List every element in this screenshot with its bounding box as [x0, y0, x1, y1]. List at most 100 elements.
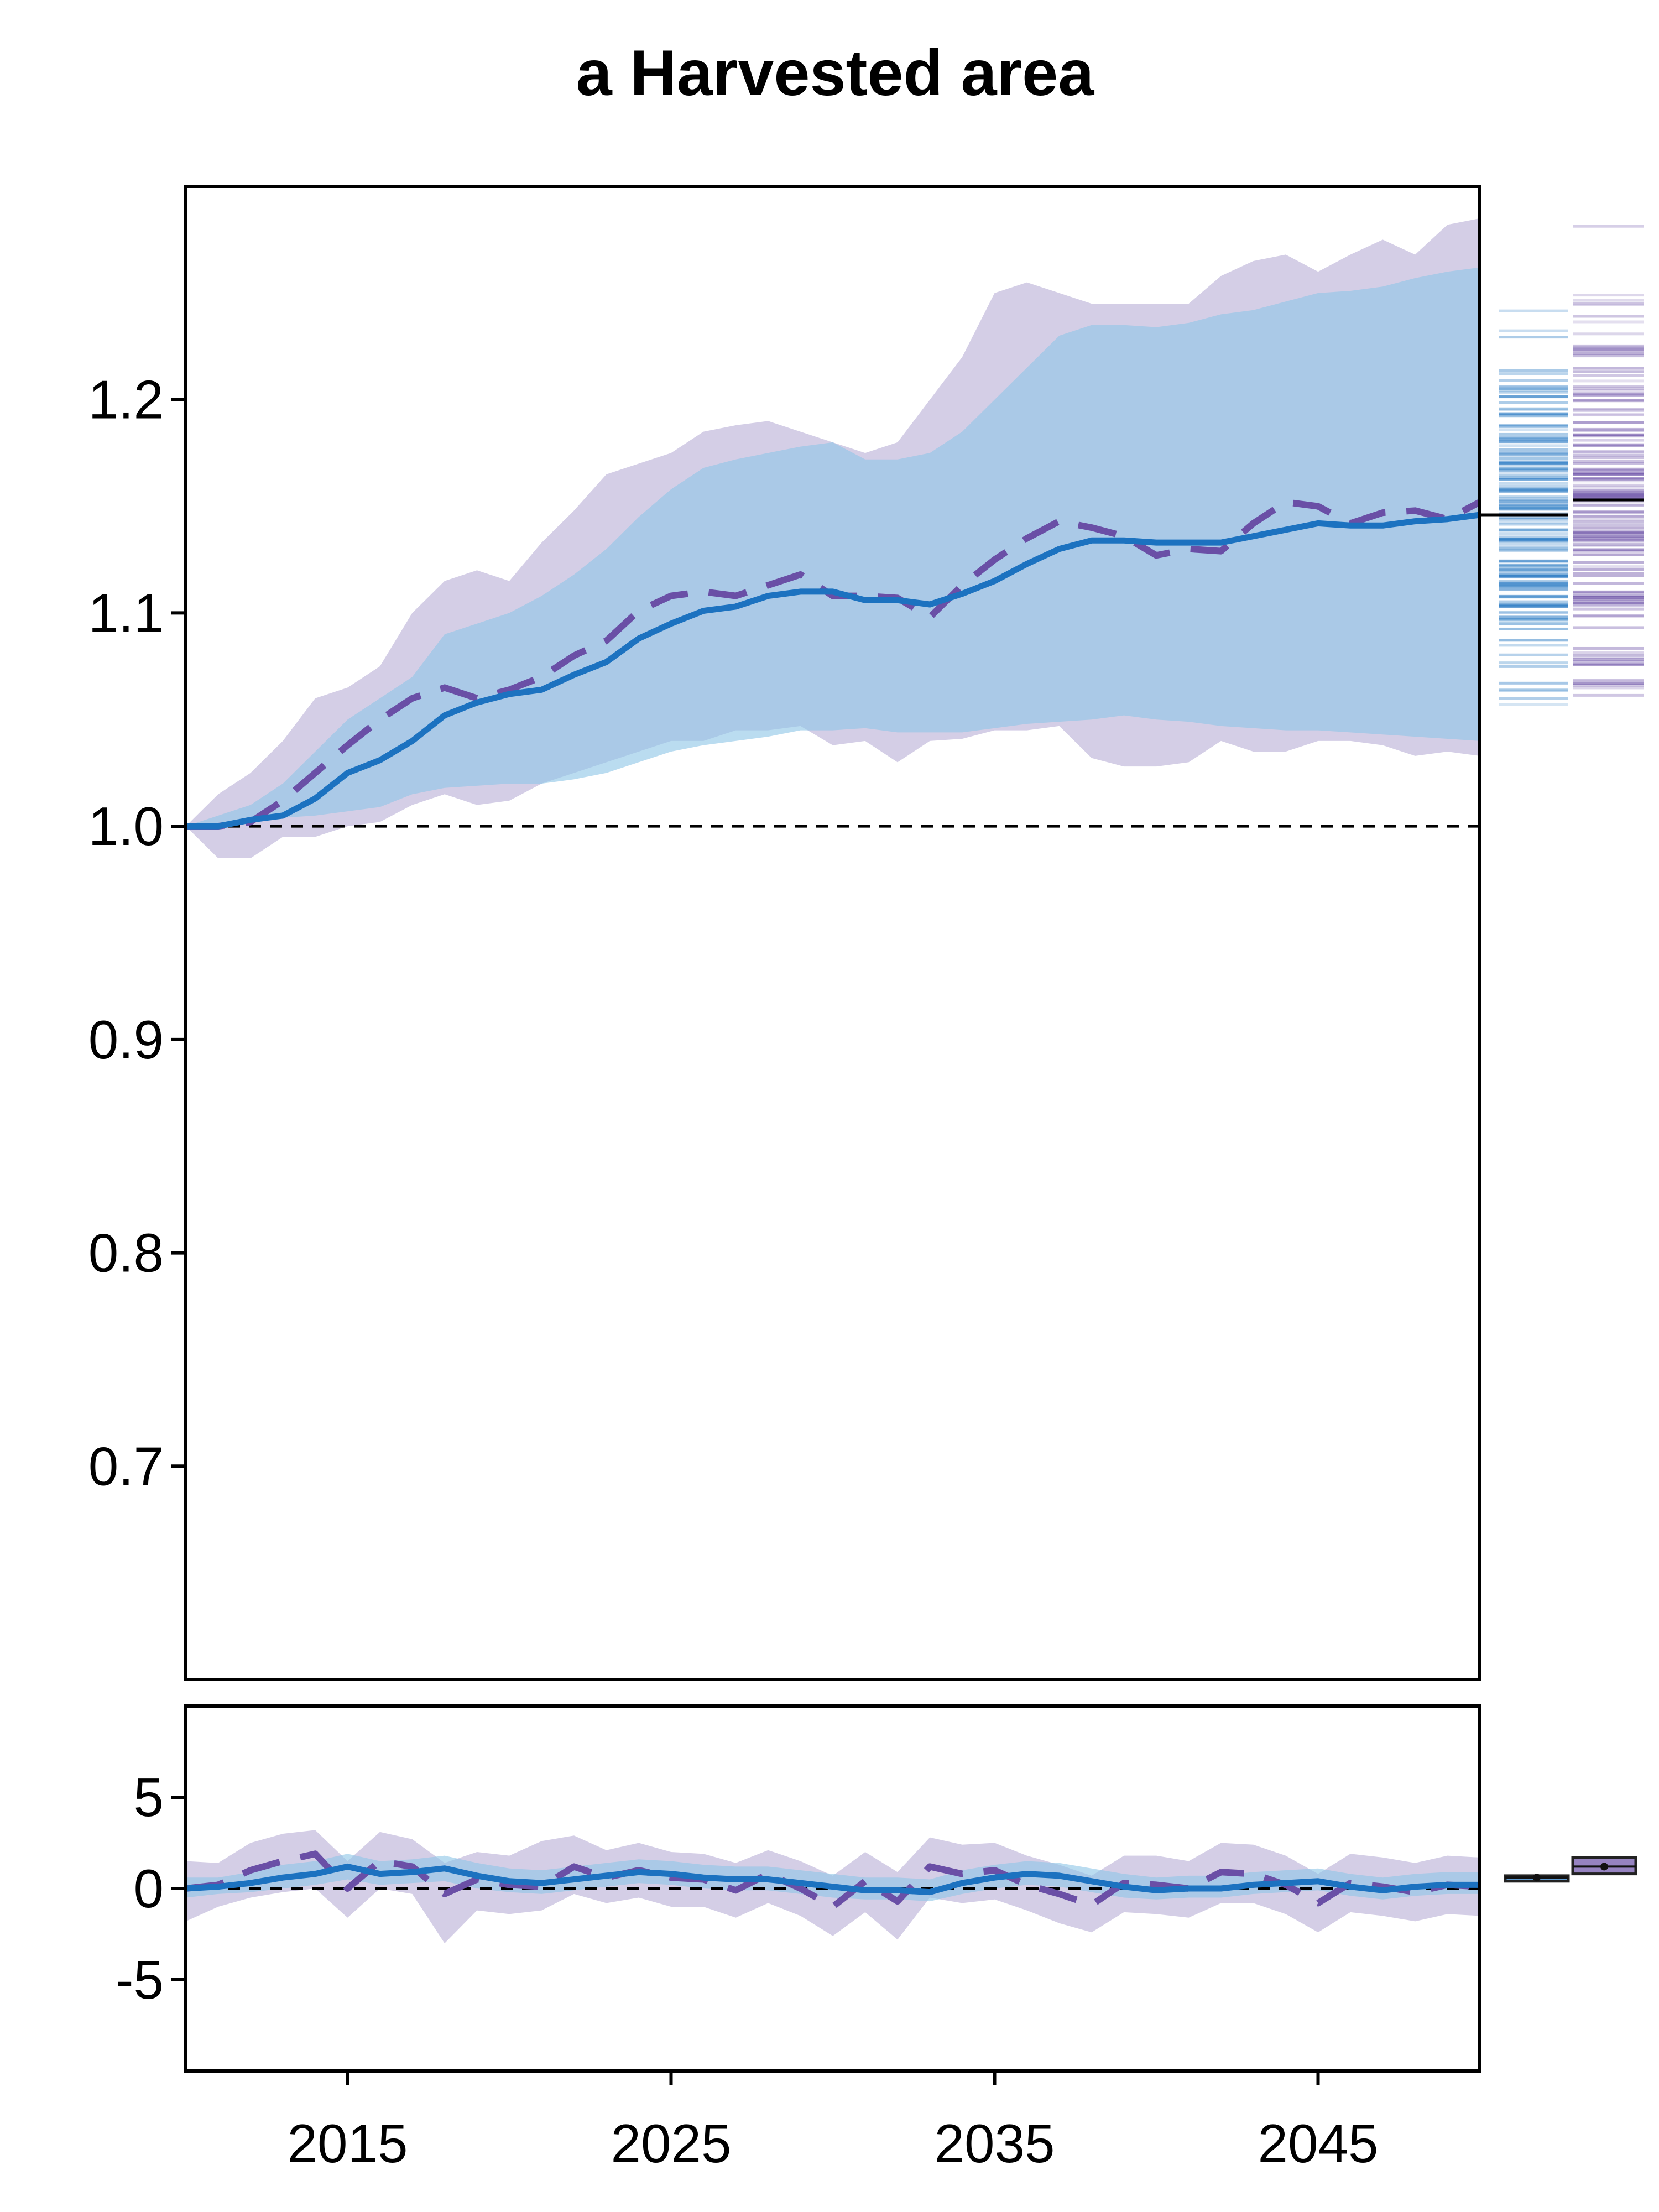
side-strip-solid	[1499, 605, 1568, 608]
side-strip-solid	[1499, 532, 1568, 535]
side-strip-dashed	[1573, 658, 1644, 661]
side-strip-dashed	[1573, 479, 1644, 483]
side-strip-solid	[1499, 535, 1568, 539]
side-strip-solid	[1499, 478, 1568, 481]
side-strip-solid	[1499, 603, 1568, 606]
side-strip-dashed	[1573, 496, 1644, 499]
side-strip-solid	[1499, 688, 1568, 691]
side-strip-dashed	[1573, 599, 1644, 603]
side-strip-dashed	[1573, 344, 1644, 347]
xtick-label: 2045	[1258, 2113, 1378, 2174]
side-strip-dashed	[1573, 553, 1644, 556]
side-strip-dashed	[1573, 473, 1644, 476]
side-strip-solid	[1499, 476, 1568, 479]
side-strip-solid	[1499, 583, 1568, 587]
bottom-ytick-label: -5	[116, 1949, 164, 2010]
side-strip-solid	[1499, 697, 1568, 700]
side-strip-dashed	[1573, 599, 1644, 603]
side-strip-solid	[1499, 488, 1568, 491]
side-strip-dashed	[1573, 349, 1644, 352]
side-strip-dashed	[1573, 389, 1644, 392]
side-strip-solid	[1499, 594, 1568, 598]
side-strip-solid	[1499, 460, 1568, 463]
side-strip-dashed	[1573, 503, 1644, 507]
side-strip-solid	[1499, 507, 1568, 510]
side-strip-dashed	[1573, 444, 1644, 447]
side-strip-solid	[1499, 477, 1568, 481]
side-strip-solid	[1499, 507, 1568, 510]
side-strip-solid	[1499, 388, 1568, 392]
side-strip-dashed	[1573, 601, 1644, 604]
top-y-axis: 0.7 0.8 0.9 1.0 1.1 1.2	[88, 369, 186, 1496]
side-strip-solid	[1499, 444, 1568, 447]
chart-title: a Harvested area	[576, 36, 1095, 109]
side-strip-dashed	[1573, 568, 1644, 571]
side-strip-dashed	[1573, 374, 1644, 377]
side-strip-solid	[1499, 576, 1568, 579]
side-strip-dashed	[1573, 662, 1644, 666]
side-strip-dashed	[1573, 561, 1644, 564]
side-strip-dashed	[1573, 409, 1644, 413]
top-ytick-label: 0.7	[88, 1436, 164, 1496]
side-strip-solid	[1499, 489, 1568, 493]
side-strip-dashed	[1573, 489, 1644, 492]
side-strip-dashed	[1573, 468, 1644, 472]
side-strip-solid	[1499, 580, 1568, 583]
side-strip-solid	[1499, 622, 1568, 625]
side-strip-solid	[1499, 329, 1568, 332]
side-strip-dashed	[1573, 520, 1644, 523]
top-ytick-label: 0.9	[88, 1009, 164, 1070]
side-strip-dashed	[1573, 684, 1644, 687]
side-strip-dashed	[1573, 686, 1644, 690]
side-strip-solid	[1499, 618, 1568, 621]
side-strip-dashed	[1573, 511, 1644, 514]
side-strip-solid	[1499, 560, 1568, 563]
side-strip-solid	[1499, 469, 1568, 472]
side-strip-solid	[1499, 503, 1568, 507]
side-strip-dashed	[1573, 659, 1644, 662]
side-strip-dashed	[1573, 540, 1644, 543]
side-strip-dashed	[1573, 626, 1644, 629]
side-strip-solid	[1499, 432, 1568, 436]
top-line-solid	[186, 512, 1480, 830]
side-strip-dashed	[1573, 518, 1644, 521]
side-strip-dashed	[1573, 682, 1644, 685]
side-strip-dashed	[1573, 489, 1644, 493]
side-strip-dashed	[1573, 537, 1644, 540]
bottom-line-dashed	[185, 1850, 1480, 1910]
side-strip-solid	[1499, 567, 1568, 571]
side-strip-solid	[1499, 615, 1568, 618]
side-strip-dashed	[1573, 598, 1644, 601]
side-strip-dashed	[1573, 550, 1644, 553]
side-strip-dashed	[1573, 299, 1644, 302]
side-strip-solid	[1499, 412, 1568, 415]
side-strip-solid	[1499, 518, 1568, 521]
side-strip-solid	[1499, 542, 1568, 546]
side-strip-dashed	[1573, 367, 1644, 370]
side-strip-dashed	[1573, 467, 1644, 471]
top-ytick-label: 1.0	[88, 796, 164, 857]
side-strip-solid	[1499, 602, 1568, 606]
side-strip-dashed	[1573, 549, 1644, 552]
side-strip-solid	[1499, 681, 1568, 685]
side-strip-dashed	[1573, 443, 1644, 446]
side-strip-dashed	[1573, 526, 1644, 530]
side-strip-solid	[1499, 549, 1568, 552]
side-strip-dashed	[1573, 497, 1644, 500]
side-strip-solid	[1499, 639, 1568, 642]
side-strip-solid	[1499, 574, 1568, 577]
side-strip-dashed	[1573, 348, 1644, 351]
side-strip-solid	[1499, 618, 1568, 621]
side-strip-solid	[1499, 461, 1568, 465]
xtick-label: 2025	[611, 2113, 731, 2174]
side-strip-solid	[1499, 546, 1568, 549]
side-strip-dashed	[1573, 348, 1644, 352]
side-strip-solid	[1499, 395, 1568, 399]
side-strip-solid	[1499, 582, 1568, 585]
side-strip-solid	[1499, 575, 1568, 578]
side-strip-solid	[1499, 560, 1568, 564]
side-strip-dashed	[1573, 408, 1644, 411]
side-strip-dashed	[1573, 596, 1644, 599]
side-strip-dashed	[1573, 320, 1644, 324]
